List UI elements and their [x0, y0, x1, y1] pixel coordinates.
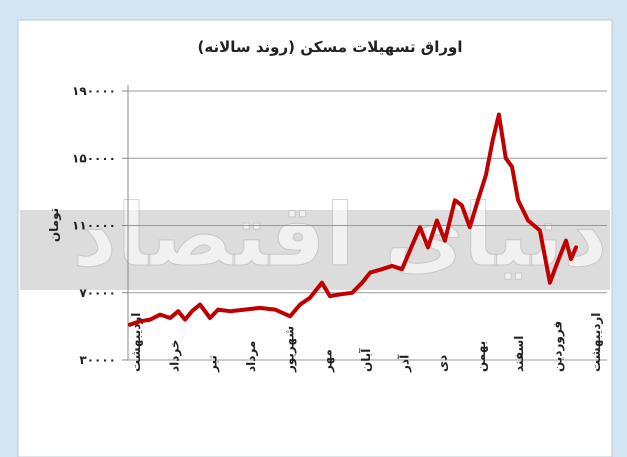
watermark-band	[20, 210, 610, 290]
line-series	[127, 112, 578, 327]
x-tick-label: آذر	[396, 354, 411, 373]
x-tick-label: اردیبهشت	[129, 313, 143, 372]
x-tick-label: فروردین	[551, 321, 566, 372]
x-tick-label: اسفند	[512, 336, 526, 372]
y-tick-label: ۷۰۰۰۰	[79, 286, 116, 300]
x-tick-label: بهمن	[474, 341, 488, 372]
x-tick-label: شهریور	[282, 326, 297, 373]
x-tick-label: آبان	[358, 348, 373, 372]
x-tick-label: خرداد	[167, 339, 181, 372]
x-tick-label: مهر	[321, 349, 335, 373]
x-tick-label: تیر	[206, 355, 220, 373]
y-tick-label: ۱۱۰۰۰۰	[72, 219, 116, 233]
x-tick-label: اردیبهشت	[589, 313, 603, 372]
y-tick-label: ۱۹۰۰۰۰	[72, 84, 116, 98]
chart-title: اوراق تسهیلات مسکن (روند سالانه)	[198, 38, 463, 56]
x-tick-label: مرداد	[244, 341, 258, 372]
y-tick-label: ۳۰۰۰۰	[79, 353, 116, 367]
x-tick-label: دی	[436, 355, 450, 372]
watermark: دنیای اقتصاد	[73, 186, 608, 286]
panel	[17, 19, 613, 457]
y-axis-label: تومان	[47, 208, 62, 242]
y-tick-label: ۱۵۰۰۰۰	[72, 151, 116, 165]
